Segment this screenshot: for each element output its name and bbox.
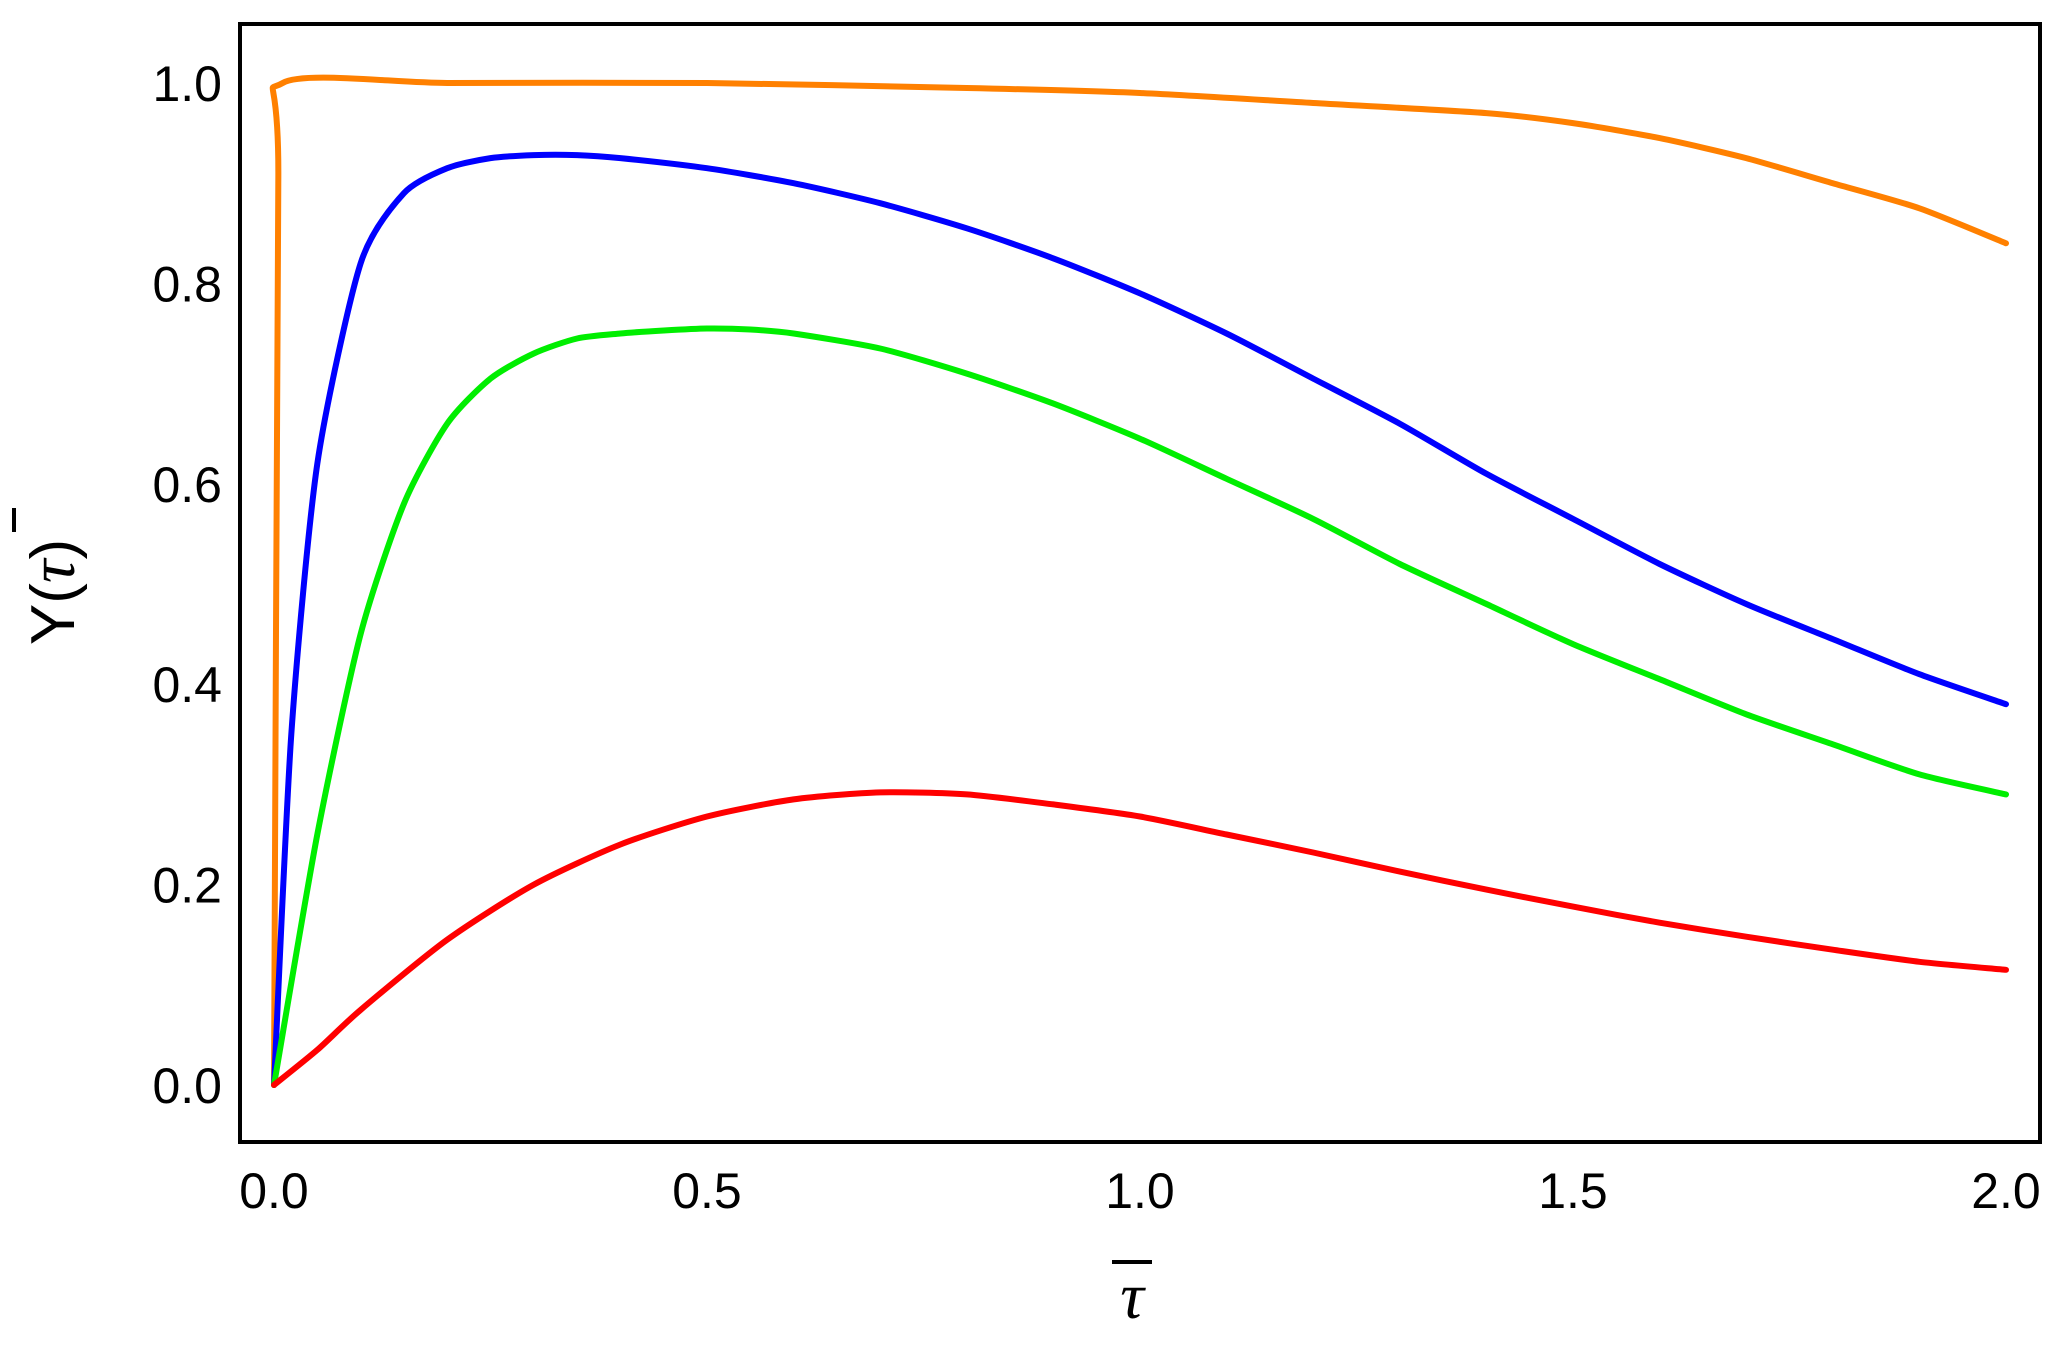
x-tick-label: 2.0 bbox=[1971, 1163, 2041, 1219]
x-tick-label: 0.0 bbox=[239, 1163, 309, 1219]
x-tick-label: 1.0 bbox=[1105, 1163, 1175, 1219]
series-line-2 bbox=[271, 151, 2009, 1088]
y-tick-label: 0.4 bbox=[152, 657, 222, 713]
series-line-4 bbox=[271, 789, 2009, 1088]
y-tick-labels: 0.0 0.2 0.4 0.6 0.8 1.0 bbox=[152, 56, 222, 1114]
y-axis-label-symbol: τ bbox=[16, 557, 89, 583]
series-line-1 bbox=[269, 74, 2009, 1088]
y-tick-label: 1.0 bbox=[152, 56, 222, 112]
y-axis-label-text: Y(τ) bbox=[16, 539, 89, 645]
x-axis-label-text: τ bbox=[1120, 1260, 1146, 1333]
series-line-3 bbox=[271, 325, 2009, 1088]
y-tick-label: 0.6 bbox=[152, 457, 222, 513]
y-tick-label: 0.2 bbox=[152, 858, 222, 914]
x-tick-label: 1.5 bbox=[1538, 1163, 1608, 1219]
series-layer bbox=[269, 74, 2009, 1088]
x-axis-label: τ bbox=[1112, 1260, 1152, 1333]
y-axis-label: Y(τ) bbox=[12, 508, 89, 645]
y-tick-label: 0.8 bbox=[152, 256, 222, 312]
x-tick-label: 0.5 bbox=[672, 1163, 742, 1219]
plot-frame bbox=[238, 22, 2042, 1144]
y-tick-label: 0.0 bbox=[152, 1058, 222, 1114]
y-axis-label-suffix: ) bbox=[19, 539, 88, 560]
x-tick-labels: 0.0 0.5 1.0 1.5 2.0 bbox=[239, 1163, 2041, 1219]
y-axis-label-prefix: Y( bbox=[19, 583, 88, 645]
